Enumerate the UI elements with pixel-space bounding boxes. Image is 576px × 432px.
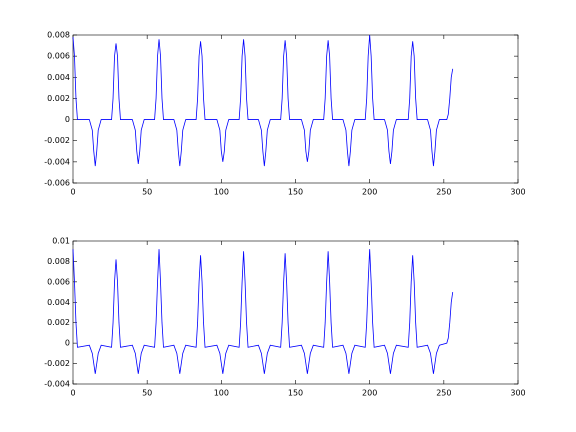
x-tick-label: 0 — [70, 389, 75, 398]
x-tick-label: 0 — [70, 188, 75, 197]
y-tick-label: 0.004 — [47, 298, 70, 307]
x-tick-label: 100 — [214, 188, 229, 197]
y-tick-label: 0.004 — [47, 73, 70, 82]
x-tick-label: 50 — [142, 188, 152, 197]
x-tick-label: 150 — [288, 389, 303, 398]
y-tick-label: 0 — [65, 339, 70, 348]
y-tick-label: 0.006 — [47, 52, 70, 61]
y-tick-label: 0.01 — [52, 237, 70, 246]
data-line — [72, 34, 454, 167]
y-tick-label: -0.002 — [44, 359, 70, 368]
x-tick-label: 200 — [362, 389, 377, 398]
y-tick-label: -0.006 — [44, 179, 70, 188]
x-tick-label: 100 — [214, 389, 229, 398]
x-tick-label: 250 — [436, 389, 451, 398]
y-tick-label: -0.002 — [44, 136, 70, 145]
y-tick-label: 0 — [65, 115, 70, 124]
y-tick-label: 0.008 — [47, 31, 70, 40]
y-tick-label: -0.004 — [44, 157, 70, 166]
y-tick-label: 0.002 — [47, 94, 70, 103]
x-tick-label: 300 — [510, 188, 525, 197]
data-line — [72, 249, 454, 374]
x-tick-label: 150 — [288, 188, 303, 197]
x-tick-label: 300 — [510, 389, 525, 398]
axes-frame — [72, 34, 519, 184]
y-tick-label: 0.002 — [47, 318, 70, 327]
x-tick-label: 250 — [436, 188, 451, 197]
x-tick-label: 200 — [362, 188, 377, 197]
y-tick-label: -0.004 — [44, 380, 70, 389]
y-tick-label: 0.006 — [47, 277, 70, 286]
y-tick-label: 0.008 — [47, 257, 70, 266]
x-tick-label: 50 — [142, 389, 152, 398]
